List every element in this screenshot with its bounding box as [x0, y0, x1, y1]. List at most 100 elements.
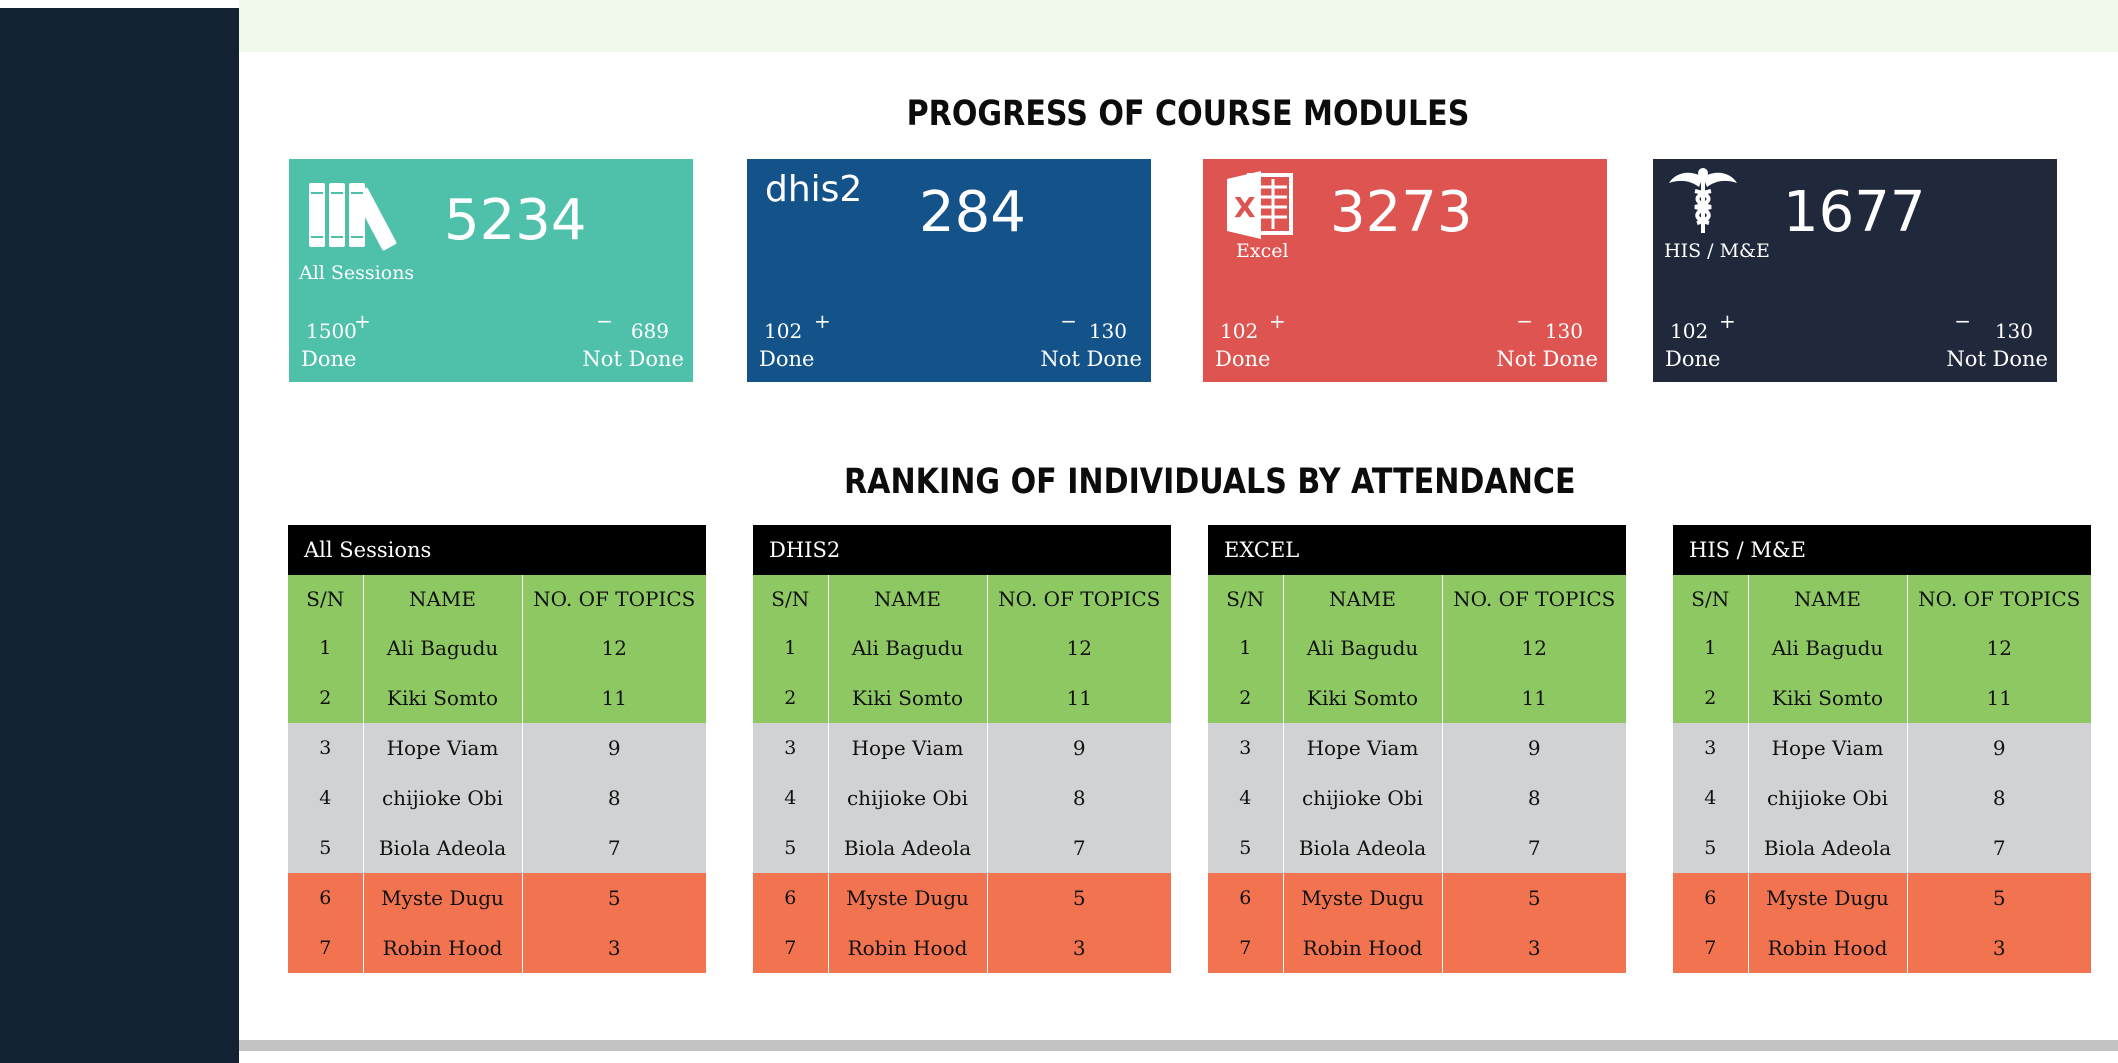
cell-sn: 7	[288, 923, 364, 973]
cell-sn: 7	[753, 923, 829, 973]
cell-name: Ali Bagudu	[1283, 623, 1443, 673]
cell-sn: 3	[1208, 723, 1284, 773]
cell-topics: 5	[522, 873, 706, 923]
table-row: 1 Ali Bagudu 12	[1673, 623, 2091, 673]
ranking-table-dhis2: DHIS2 S/N NAME NO. OF TOPICS 1 Ali Bagudu…	[753, 525, 1171, 973]
cell-topics: 5	[1907, 873, 2091, 923]
table-header-row: S/N NAME NO. OF TOPICS	[1208, 575, 1626, 623]
cell-name: Kiki Somto	[1283, 673, 1443, 723]
cell-sn: 4	[1673, 773, 1749, 823]
card-his-me[interactable]: 1677 HIS / M&E 102 + Done − 130 Not Done	[1653, 159, 2057, 382]
card-total: 3273	[1330, 180, 1473, 245]
done-label: Done	[301, 347, 357, 371]
table-row: 5 Biola Adeola 7	[753, 823, 1171, 873]
cell-topics: 8	[987, 773, 1171, 823]
cell-name: Robin Hood	[1283, 923, 1443, 973]
cell-name: chijioke Obi	[363, 773, 523, 823]
cell-sn: 1	[1208, 623, 1284, 673]
column-header-sn: S/N	[1208, 575, 1284, 623]
column-header-sn: S/N	[753, 575, 829, 623]
not-done-count: 130	[1544, 319, 1583, 343]
dhis2-logo: dhis2	[765, 169, 862, 210]
done-count: 102	[764, 319, 803, 343]
cell-topics: 9	[522, 723, 706, 773]
top-bar	[239, 0, 2118, 52]
cell-name: Robin Hood	[363, 923, 523, 973]
cell-sn: 7	[1208, 923, 1284, 973]
cell-topics: 11	[1907, 673, 2091, 723]
cell-sn: 1	[753, 623, 829, 673]
table-row: 7 Robin Hood 3	[1673, 923, 2091, 973]
cell-sn: 2	[753, 673, 829, 723]
column-header-name: NAME	[1283, 575, 1443, 623]
not-done-label: Not Done	[1496, 347, 1598, 371]
table-row: 4 chijioke Obi 8	[1208, 773, 1626, 823]
cell-sn: 3	[753, 723, 829, 773]
plus-sign: +	[354, 309, 371, 333]
bottom-scrollbar[interactable]	[239, 1040, 2118, 1051]
cell-sn: 7	[1673, 923, 1749, 973]
ranking-table-all-sessions: All Sessions S/N NAME NO. OF TOPICS 1 Ali…	[288, 525, 706, 973]
table-row: 7 Robin Hood 3	[288, 923, 706, 973]
not-done-label: Not Done	[1040, 347, 1142, 371]
ranking-table: S/N NAME NO. OF TOPICS 1 Ali Bagudu 12 2 Ki…	[288, 575, 706, 973]
cell-name: Robin Hood	[1748, 923, 1908, 973]
card-excel[interactable]: X 3273 Excel 102 + Done − 130 Not Done	[1203, 159, 1607, 382]
minus-sign: −	[1954, 309, 1971, 333]
books-icon	[307, 181, 417, 255]
cell-sn: 2	[1208, 673, 1284, 723]
table-row: 2 Kiki Somto 11	[288, 673, 706, 723]
table-row: 5 Biola Adeola 7	[288, 823, 706, 873]
cell-name: Biola Adeola	[1283, 823, 1443, 873]
table-row: 6 Myste Dugu 5	[288, 873, 706, 923]
cell-topics: 8	[522, 773, 706, 823]
cell-sn: 6	[288, 873, 364, 923]
table-row: 4 chijioke Obi 8	[753, 773, 1171, 823]
table-header-row: S/N NAME NO. OF TOPICS	[288, 575, 706, 623]
table-row: 2 Kiki Somto 11	[1208, 673, 1626, 723]
cell-name: chijioke Obi	[828, 773, 988, 823]
sidebar	[0, 8, 239, 1063]
column-header-topics: NO. OF TOPICS	[522, 575, 706, 623]
column-header-name: NAME	[1748, 575, 1908, 623]
cell-name: Hope Viam	[828, 723, 988, 773]
ranking-table-title: All Sessions	[288, 525, 706, 575]
cell-topics: 11	[522, 673, 706, 723]
cell-name: Ali Bagudu	[363, 623, 523, 673]
cell-name: Biola Adeola	[1748, 823, 1908, 873]
table-row: 4 chijioke Obi 8	[1673, 773, 2091, 823]
plus-sign: +	[814, 309, 831, 333]
cell-topics: 7	[522, 823, 706, 873]
ranking-table-title: DHIS2	[753, 525, 1171, 575]
cell-name: Biola Adeola	[363, 823, 523, 873]
minus-sign: −	[1060, 309, 1077, 333]
table-header-row: S/N NAME NO. OF TOPICS	[1673, 575, 2091, 623]
table-row: 1 Ali Bagudu 12	[1208, 623, 1626, 673]
cell-sn: 6	[1673, 873, 1749, 923]
cell-topics: 5	[1442, 873, 1626, 923]
cell-topics: 3	[1907, 923, 2091, 973]
table-row: 6 Myste Dugu 5	[753, 873, 1171, 923]
cell-topics: 7	[1442, 823, 1626, 873]
cell-topics: 7	[1907, 823, 2091, 873]
cell-name: Robin Hood	[828, 923, 988, 973]
cell-name: Ali Bagudu	[828, 623, 988, 673]
table-row: 2 Kiki Somto 11	[1673, 673, 2091, 723]
done-label: Done	[1665, 347, 1721, 371]
table-row: 1 Ali Bagudu 12	[753, 623, 1171, 673]
table-row: 5 Biola Adeola 7	[1208, 823, 1626, 873]
ranking-title: RANKING OF INDIVIDUALS BY ATTENDANCE	[844, 462, 1576, 502]
cell-topics: 3	[522, 923, 706, 973]
cell-name: Myste Dugu	[828, 873, 988, 923]
done-count: 102	[1220, 319, 1259, 343]
svg-text:X: X	[1234, 191, 1256, 224]
card-all-sessions[interactable]: 5234 All Sessions 1500 + Done − 689 Not …	[289, 159, 693, 382]
column-header-topics: NO. OF TOPICS	[1442, 575, 1626, 623]
cell-topics: 9	[1907, 723, 2091, 773]
progress-title: PROGRESS OF COURSE MODULES	[906, 94, 1470, 134]
cell-sn: 5	[753, 823, 829, 873]
table-header-row: S/N NAME NO. OF TOPICS	[753, 575, 1171, 623]
table-row: 3 Hope Viam 9	[288, 723, 706, 773]
cell-sn: 4	[1208, 773, 1284, 823]
card-dhis2[interactable]: dhis2 284 102 + Done − 130 Not Done	[747, 159, 1151, 382]
